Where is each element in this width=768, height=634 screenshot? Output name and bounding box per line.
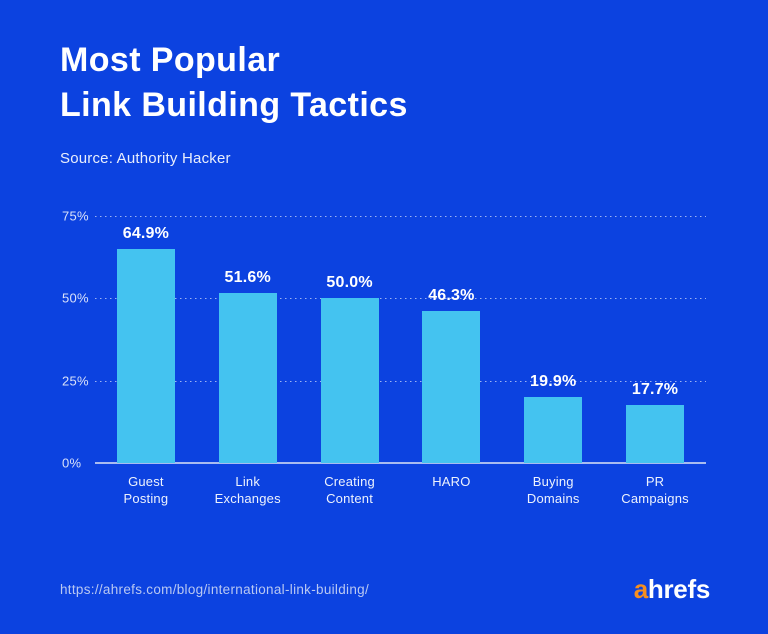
x-tick-label-line: Exchanges [214,491,281,506]
source-url: https://ahrefs.com/blog/international-li… [60,581,370,597]
x-tick-label-line: Content [326,491,374,506]
x-tick-label-line: Posting [123,491,169,506]
bar-value-label: 64.9% [122,225,170,243]
x-tick-label-creating-content: Creating Content [299,473,401,507]
ahrefs-logo-hrefs: hrefs [647,573,710,604]
bar-series: 64.9% 51.6% 50.0% 46.3% 19.9% 17.7% [95,216,706,463]
x-axis-line [95,462,706,464]
bar-group-buying-domains: 19.9% [502,216,604,463]
bar-group-pr-campaigns: 17.7% [604,216,706,463]
bar-value-label: 46.3% [428,286,475,304]
bar-chart-plot: 64.9% 51.6% 50.0% 46.3% 19.9% 17.7% [95,216,706,464]
y-tick-label-25: 25% [62,373,89,389]
gridline-50 [95,298,706,300]
bar-value-label: 17.7% [631,380,679,398]
x-tick-label-line: Creating [324,474,375,489]
bar-group-guest-posting: 64.9% [95,216,197,463]
ahrefs-logo-a: a [633,573,648,604]
chart-title-line-1: Most Popular [60,41,281,79]
chart-title-line-2: Link Building Tactics [60,86,408,124]
bar [524,397,583,463]
x-tick-label-buying-domains: Buying Domains [502,473,604,507]
y-tick-label-50: 50% [62,290,89,306]
x-tick-label-line: HARO [432,474,471,489]
chart-title: Most Popular Link Building Tactics [60,38,408,128]
x-tick-label-guest-posting: Guest Posting [95,473,197,507]
x-tick-label-pr-campaigns: PR Campaigns [604,473,706,507]
y-tick-label-75: 75% [62,208,89,224]
x-tick-label-line: PR [645,474,665,489]
x-tick-label-line: Buying [532,474,574,489]
x-tick-label-link-exchanges: Link Exchanges [197,473,299,507]
bar-value-label: 50.0% [326,274,373,292]
ahrefs-logo: ahrefs [633,573,711,605]
gridline-25 [95,380,706,382]
x-tick-label-line: Campaigns [621,491,689,506]
bar-value-label: 19.9% [530,373,577,391]
bar [320,298,379,463]
y-tick-label-0: 0% [62,455,82,471]
bar [218,293,277,463]
bar [116,249,175,463]
source-label: Source: Authority Hacker [60,150,231,167]
bar-value-label: 51.6% [224,269,271,287]
x-tick-label-haro: HARO [400,473,502,507]
bar-group-link-exchanges: 51.6% [197,216,299,463]
footer: https://ahrefs.com/blog/international-li… [60,572,710,606]
x-tick-label-line: Link [235,474,261,489]
x-axis-labels: Guest Posting Link Exchanges Creating Content… [95,473,706,507]
gridline-75 [95,216,706,217]
bar-group-haro: 46.3% [400,216,502,463]
bar [422,310,481,463]
x-tick-label-line: Domains [526,491,580,506]
x-tick-label-line: Guest [128,474,164,489]
bar [626,404,685,463]
bar-group-creating-content: 50.0% [299,216,401,463]
